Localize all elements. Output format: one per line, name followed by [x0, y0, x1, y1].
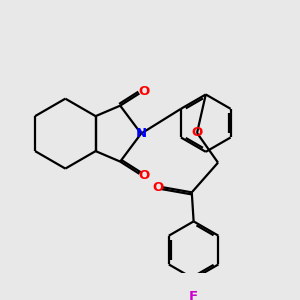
Text: O: O [152, 181, 163, 194]
Text: F: F [189, 290, 198, 300]
Text: N: N [136, 127, 147, 140]
Text: O: O [139, 85, 150, 98]
Text: O: O [191, 126, 203, 140]
Text: O: O [139, 169, 150, 182]
